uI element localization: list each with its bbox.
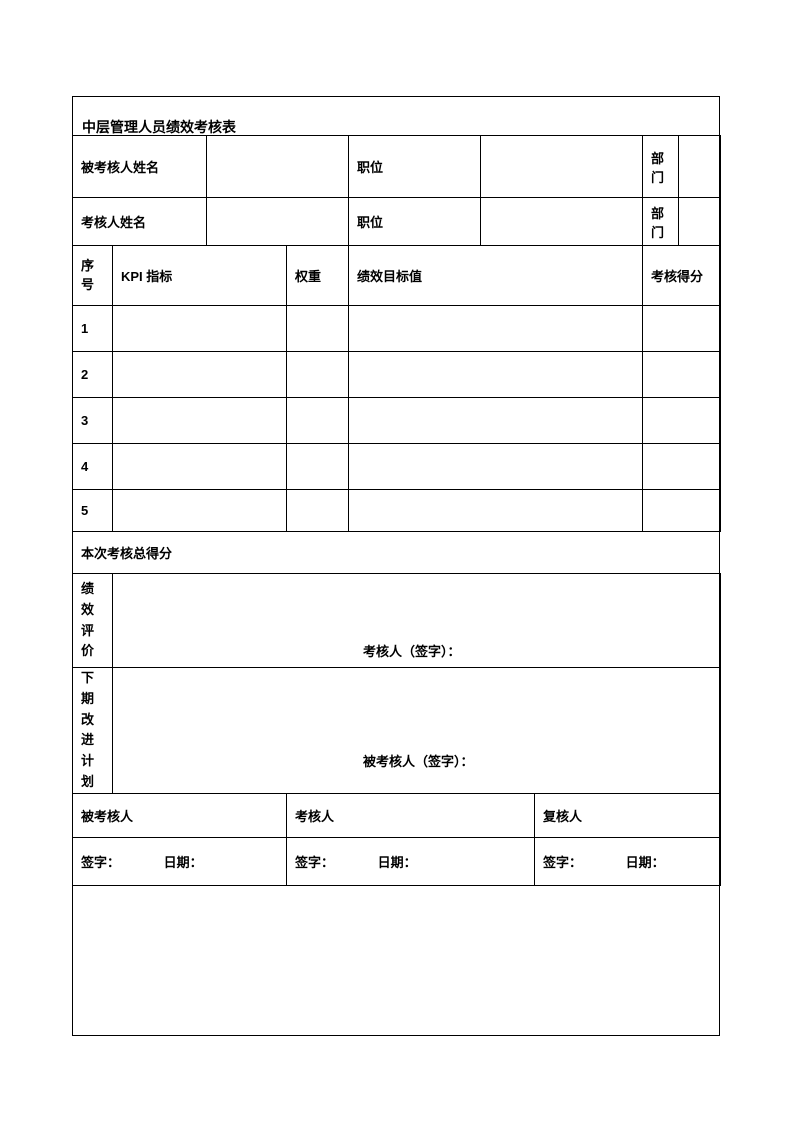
label-assessor-position: 职位 — [349, 198, 481, 246]
cell-score-2 — [643, 352, 721, 398]
sig-assessee-sign: 签字： — [81, 852, 120, 871]
col-seq: 序号 — [73, 246, 113, 306]
cell-score-4 — [643, 444, 721, 490]
cell-target-3 — [349, 398, 643, 444]
value-assessor-dept — [679, 198, 721, 246]
cell-kpi-3 — [113, 398, 287, 444]
cell-kpi-5 — [113, 490, 287, 532]
label-sig-reviewer: 复核人 — [535, 793, 721, 837]
label-assessor-dept: 部门 — [643, 198, 679, 246]
cell-weight-1 — [287, 306, 349, 352]
sig-reviewer-date: 日期： — [626, 852, 665, 871]
label-sig-assessee: 被考核人 — [73, 793, 287, 837]
eval-sig-label: 考核人（签字）： — [363, 644, 461, 659]
value-assessee-dept — [679, 136, 721, 198]
sig-reviewer-cell: 签字： 日期： — [535, 837, 721, 885]
cell-seq-1: 1 — [73, 306, 113, 352]
cell-score-5 — [643, 490, 721, 532]
label-assessee-dept: 部门 — [643, 136, 679, 198]
cell-score-1 — [643, 306, 721, 352]
cell-target-2 — [349, 352, 643, 398]
cell-target-4 — [349, 444, 643, 490]
label-plan: 下期改进计划 — [73, 668, 113, 794]
value-assessor-position — [481, 198, 643, 246]
sig-assessor-cell: 签字： 日期： — [287, 837, 535, 885]
cell-target-5 — [349, 490, 643, 532]
cell-kpi-2 — [113, 352, 287, 398]
sig-assessor-date: 日期： — [378, 852, 417, 871]
sig-assessee-cell: 签字： 日期： — [73, 837, 287, 885]
value-assessee-name — [207, 136, 349, 198]
label-assessee-name: 被考核人姓名 — [73, 136, 207, 198]
cell-kpi-1 — [113, 306, 287, 352]
label-eval: 绩效评价 — [73, 574, 113, 668]
sig-assessor-sign: 签字： — [295, 852, 334, 871]
label-assessee-position: 职位 — [349, 136, 481, 198]
eval-signature-area: 考核人（签字）： — [113, 574, 721, 668]
col-target: 绩效目标值 — [349, 246, 643, 306]
col-weight: 权重 — [287, 246, 349, 306]
cell-seq-3: 3 — [73, 398, 113, 444]
label-sig-assessor: 考核人 — [287, 793, 535, 837]
assessment-form-table: 被考核人姓名 职位 部门 考核人姓名 职位 部门 序号 KPI 指标 权重 绩效… — [72, 135, 721, 886]
label-total-score: 本次考核总得分 — [73, 532, 721, 574]
sig-reviewer-sign: 签字： — [543, 852, 582, 871]
cell-seq-4: 4 — [73, 444, 113, 490]
cell-weight-3 — [287, 398, 349, 444]
cell-seq-5: 5 — [73, 490, 113, 532]
sig-assessee-date: 日期： — [164, 852, 203, 871]
cell-weight-4 — [287, 444, 349, 490]
cell-kpi-4 — [113, 444, 287, 490]
value-assessee-position — [481, 136, 643, 198]
cell-weight-2 — [287, 352, 349, 398]
plan-signature-area: 被考核人（签字）： — [113, 668, 721, 794]
col-score: 考核得分 — [643, 246, 721, 306]
cell-seq-2: 2 — [73, 352, 113, 398]
cell-weight-5 — [287, 490, 349, 532]
cell-score-3 — [643, 398, 721, 444]
page-title: 中层管理人员绩效考核表 — [82, 117, 236, 137]
value-assessor-name — [207, 198, 349, 246]
plan-sig-label: 被考核人（签字）： — [363, 754, 474, 769]
cell-target-1 — [349, 306, 643, 352]
label-assessor-name: 考核人姓名 — [73, 198, 207, 246]
col-kpi: KPI 指标 — [113, 246, 287, 306]
